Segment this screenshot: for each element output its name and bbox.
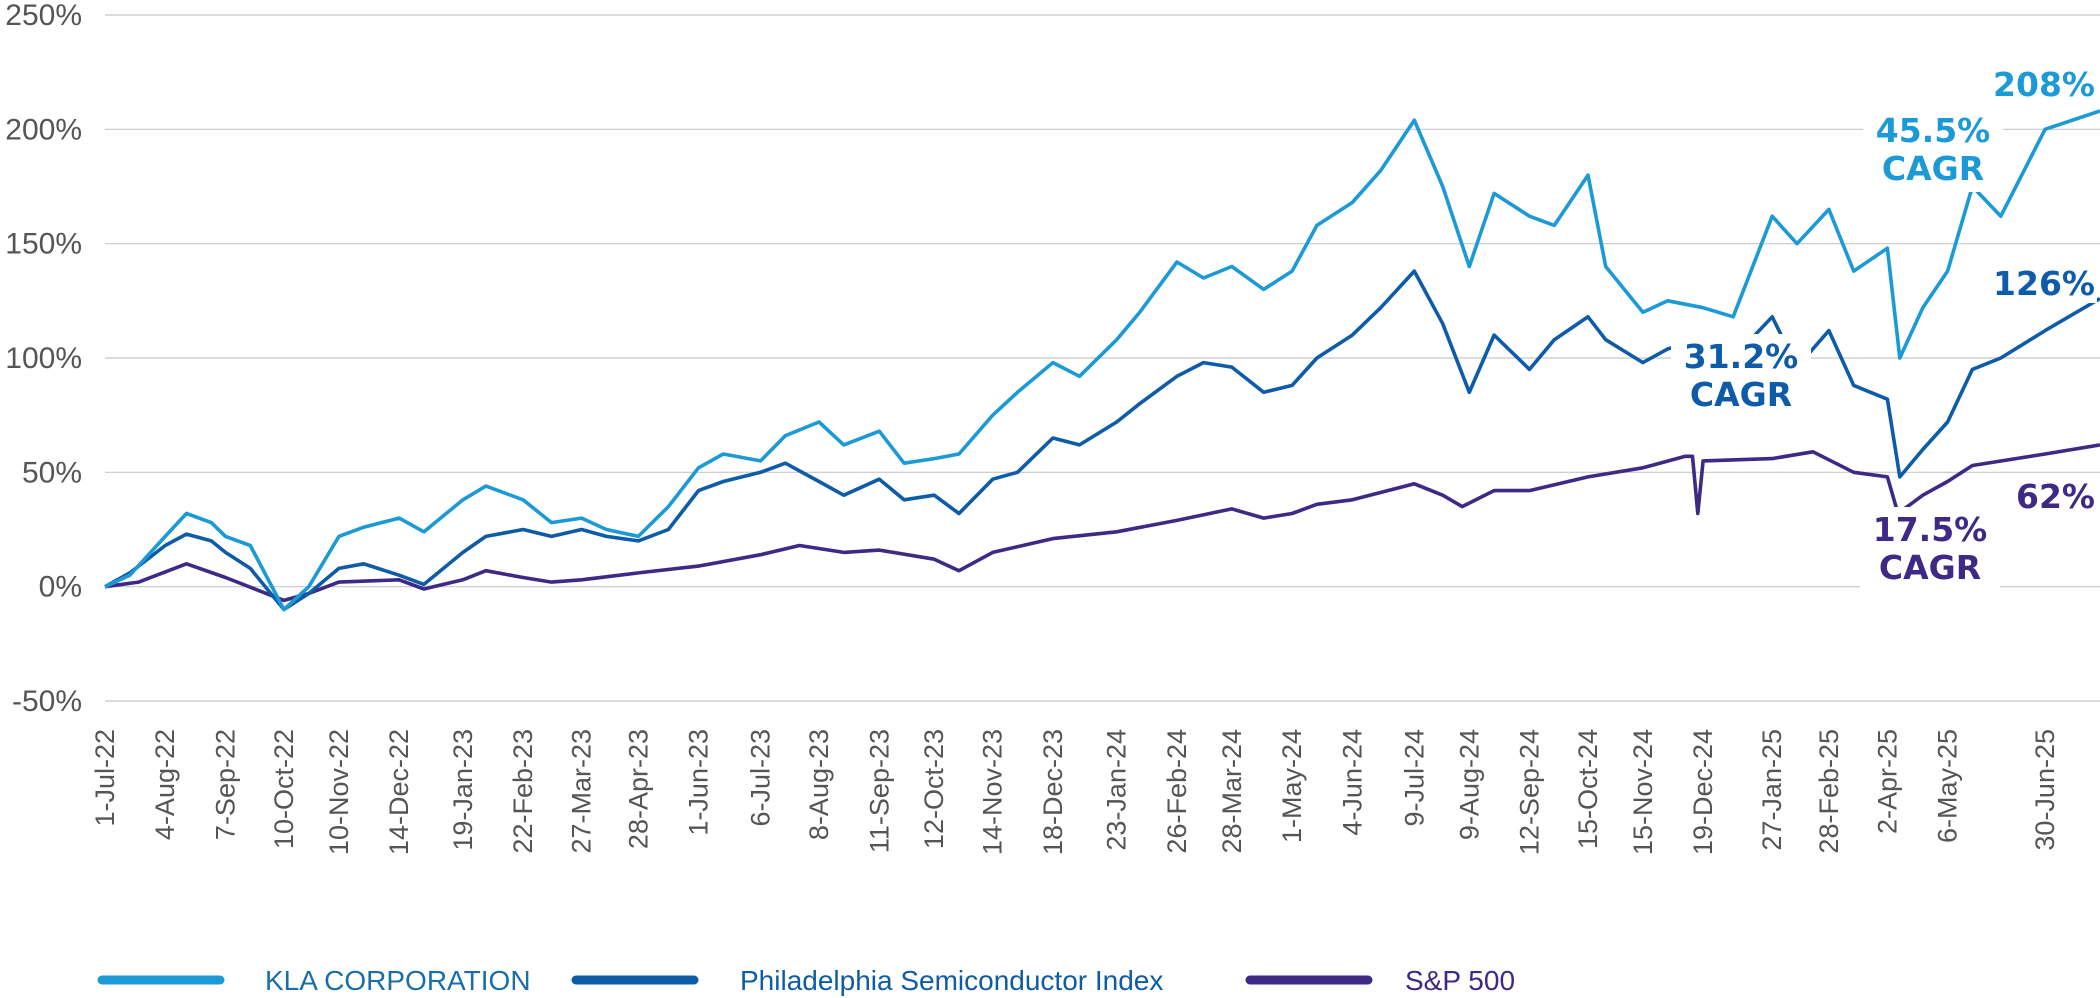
x-tick-label: 18-Dec-23 (1038, 729, 1068, 855)
annotation-label: 62% (1997, 476, 2097, 516)
x-tick-label: 12-Sep-24 (1514, 729, 1544, 855)
x-tick-label: 14-Dec-22 (384, 729, 414, 855)
x-tick-label: 27-Mar-23 (567, 729, 597, 854)
annotation-backdrop (1997, 476, 2097, 516)
x-tick-label: 30-Jun-25 (2030, 729, 2060, 851)
x-tick-label: 1-Jun-23 (684, 729, 714, 836)
x-tick-label: 8-Aug-23 (804, 729, 834, 840)
x-tick-label: 9-Jul-24 (1399, 729, 1429, 827)
legend-label: S&P 500 (1405, 965, 1515, 996)
annotation-backdrop (1671, 334, 1811, 418)
x-tick-label: 22-Feb-23 (508, 729, 538, 854)
annotation-backdrop (1863, 108, 2003, 192)
legend-item: S&P 500 (1245, 965, 1515, 996)
annotation-text: 17.5% (1873, 510, 1988, 549)
y-tick-label: 250% (5, 0, 82, 32)
annotation-backdrop (1860, 507, 2000, 591)
x-tick-label: 19-Jan-23 (448, 729, 478, 851)
x-tick-label: 15-Oct-24 (1573, 729, 1603, 849)
x-tick-label: 10-Nov-22 (324, 729, 354, 855)
y-tick-label: 50% (22, 456, 82, 489)
x-tick-label: 26-Feb-24 (1162, 729, 1192, 854)
x-tick-label: 28-Apr-23 (623, 729, 653, 849)
chart-series-lines (104, 109, 2100, 612)
x-tick-label: 4-Jun-24 (1337, 729, 1367, 836)
annotation-label: 208% (1993, 64, 2097, 104)
annotation-label: 126% (1993, 263, 2097, 303)
series-line-kla-corporation (104, 109, 2100, 612)
x-tick-label: 4-Aug-22 (150, 729, 180, 840)
y-axis-ticks: -50% 0% 50% 100% 150% 200% 250% (5, 0, 82, 718)
x-tick-label: 12-Oct-23 (919, 729, 949, 849)
annotation-text: 126% (1993, 264, 2095, 303)
y-tick-label: 100% (5, 342, 82, 375)
x-tick-label: 2-Apr-25 (1872, 729, 1902, 834)
legend-label: Philadelphia Semiconductor Index (740, 965, 1163, 996)
annotation-text: CAGR (1879, 548, 1981, 587)
x-tick-label: 14-Nov-23 (978, 729, 1008, 855)
annotation-text: 62% (2016, 477, 2095, 516)
x-tick-label: 19-Dec-24 (1688, 729, 1718, 855)
x-tick-label: 1-May-24 (1277, 729, 1307, 843)
annotation-backdrop (1997, 64, 2097, 104)
legend-item: Philadelphia Semiconductor Index (571, 965, 1163, 996)
x-tick-label: 10-Oct-22 (269, 729, 299, 849)
y-tick-label: -50% (12, 685, 82, 718)
x-tick-label: 23-Jan-24 (1102, 729, 1132, 851)
y-tick-label: 0% (39, 571, 82, 604)
annotation-label: 31.2%CAGR (1671, 334, 1811, 418)
x-tick-label: 1-Jul-22 (90, 729, 120, 827)
annotation-label: 17.5%CAGR (1860, 507, 2000, 591)
legend-label: KLA CORPORATION (265, 965, 531, 996)
series-line-s-p-500 (104, 443, 2100, 603)
legend-item: KLA CORPORATION (97, 965, 531, 996)
annotation-text: CAGR (1690, 375, 1792, 414)
annotation-text: 45.5% (1876, 111, 1991, 150)
annotation-label: 45.5%CAGR (1863, 108, 2003, 192)
x-tick-label: 9-Aug-24 (1454, 729, 1484, 840)
chart-legend: KLA CORPORATION Philadelphia Semiconducto… (97, 965, 1515, 996)
x-tick-label: 6-May-25 (1933, 729, 1963, 843)
y-tick-label: 200% (5, 113, 82, 146)
x-tick-label: 28-Feb-25 (1814, 729, 1844, 854)
y-tick-label: 150% (5, 228, 82, 261)
x-tick-label: 28-Mar-24 (1217, 729, 1247, 854)
annotation-text: 208% (1993, 65, 2095, 104)
x-tick-label: 15-Nov-24 (1628, 729, 1658, 855)
x-tick-label: 6-Jul-23 (746, 729, 776, 827)
annotation-text: CAGR (1882, 149, 1984, 188)
x-axis-ticks: 1-Jul-22 4-Aug-22 7-Sep-22 10-Oct-22 10-Nov-… (90, 729, 2060, 855)
annotation-backdrop (1997, 263, 2097, 303)
x-tick-label: 27-Jan-25 (1757, 729, 1787, 851)
x-tick-label: 11-Sep-23 (864, 729, 894, 853)
series-line-philadelphia-semiconductor-index (104, 269, 2100, 612)
x-tick-label: 7-Sep-22 (210, 729, 240, 840)
annotation-text: 31.2% (1684, 337, 1799, 376)
